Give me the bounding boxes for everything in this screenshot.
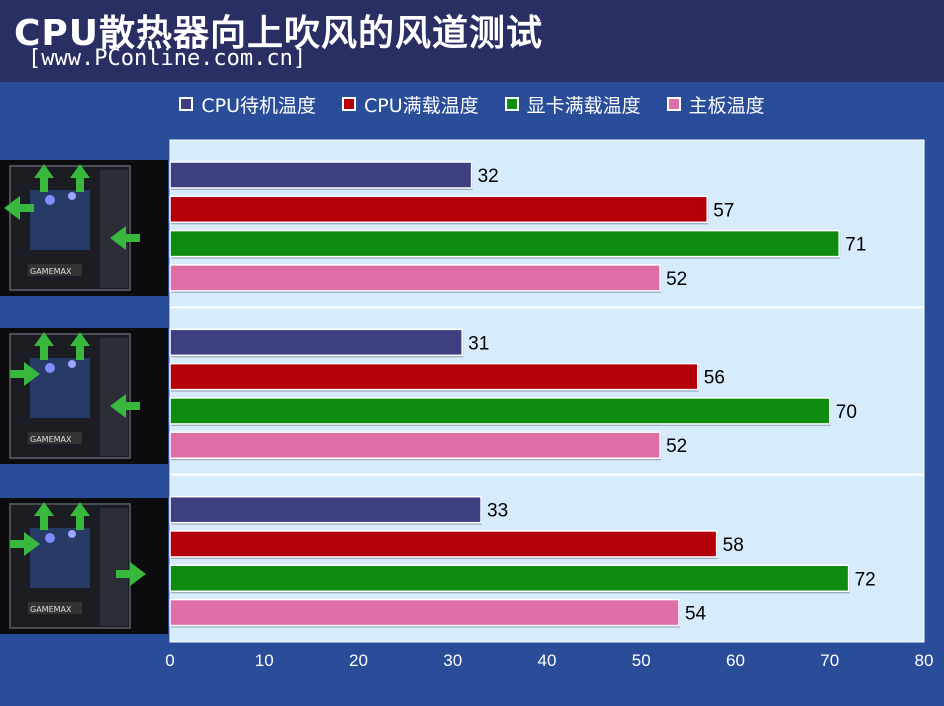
legend-label: 显卡满载温度 [526,94,641,117]
x-tick-label: 0 [165,651,174,670]
data-label: 70 [836,402,857,423]
data-label: 57 [713,200,734,221]
x-tick-label: 10 [255,651,274,670]
data-label: 56 [704,368,725,389]
bar [169,598,680,627]
x-tick-label: 80 [915,651,934,670]
data-label: 54 [685,604,707,625]
bar [169,362,699,391]
pc-case-airflow-icon: GAMEMAX [0,498,168,634]
legend-item-cpu-load: CPU满载温度 [341,91,479,118]
legend-item-cpu-idle: CPU待机温度 [179,91,316,118]
pc-case-airflow-icon: GAMEMAX [0,160,168,296]
x-tick-label: 50 [632,651,651,670]
bar [169,161,473,189]
svg-text:GAMEMAX: GAMEMAX [30,435,72,444]
bar [169,229,840,258]
data-label: 71 [845,235,866,256]
bar [169,530,718,558]
svg-text:GAMEMAX: GAMEMAX [30,605,72,614]
x-tick-label: 20 [349,651,368,670]
legend-label: CPU满载温度 [363,94,479,117]
bar [169,328,463,357]
bar [169,195,708,224]
legend-swatch [179,97,194,111]
bar [169,397,831,425]
x-tick-label: 60 [726,651,745,670]
legend-item-gpu-load: 显卡满载温度 [504,91,641,118]
legend-label: CPU待机温度 [201,94,316,117]
x-tick-label: 40 [538,651,557,670]
svg-text:GAMEMAX: GAMEMAX [30,267,72,276]
data-label: 52 [666,436,687,457]
bar [169,431,661,459]
legend-swatch [341,97,356,111]
x-tick-label: 30 [443,651,462,670]
chart-title: CPU散热器向上吹风的风道测试 [14,13,544,54]
legend-item-mainboard: 主板温度 [666,91,765,118]
bar [169,495,482,524]
chart-subtitle: [www.PConline.com.cn] [28,46,307,71]
header-band: CPU散热器向上吹风的风道测试 [www.PConline.com.cn] [0,0,944,82]
legend: CPU待机温度 CPU满载温度 显卡满载温度 主板温度 [0,90,944,118]
bar [169,564,850,593]
bar [169,264,661,292]
data-label: 72 [855,569,876,590]
legend-swatch [504,97,519,111]
data-label: 52 [666,269,687,290]
data-label: 32 [478,166,499,187]
legend-swatch [666,97,681,111]
data-label: 58 [723,535,744,556]
x-tick-label: 70 [820,651,839,670]
data-label: 31 [468,333,489,354]
data-label: 33 [487,501,508,522]
pc-case-airflow-icon: GAMEMAX [0,328,168,464]
legend-label: 主板温度 [688,94,765,117]
